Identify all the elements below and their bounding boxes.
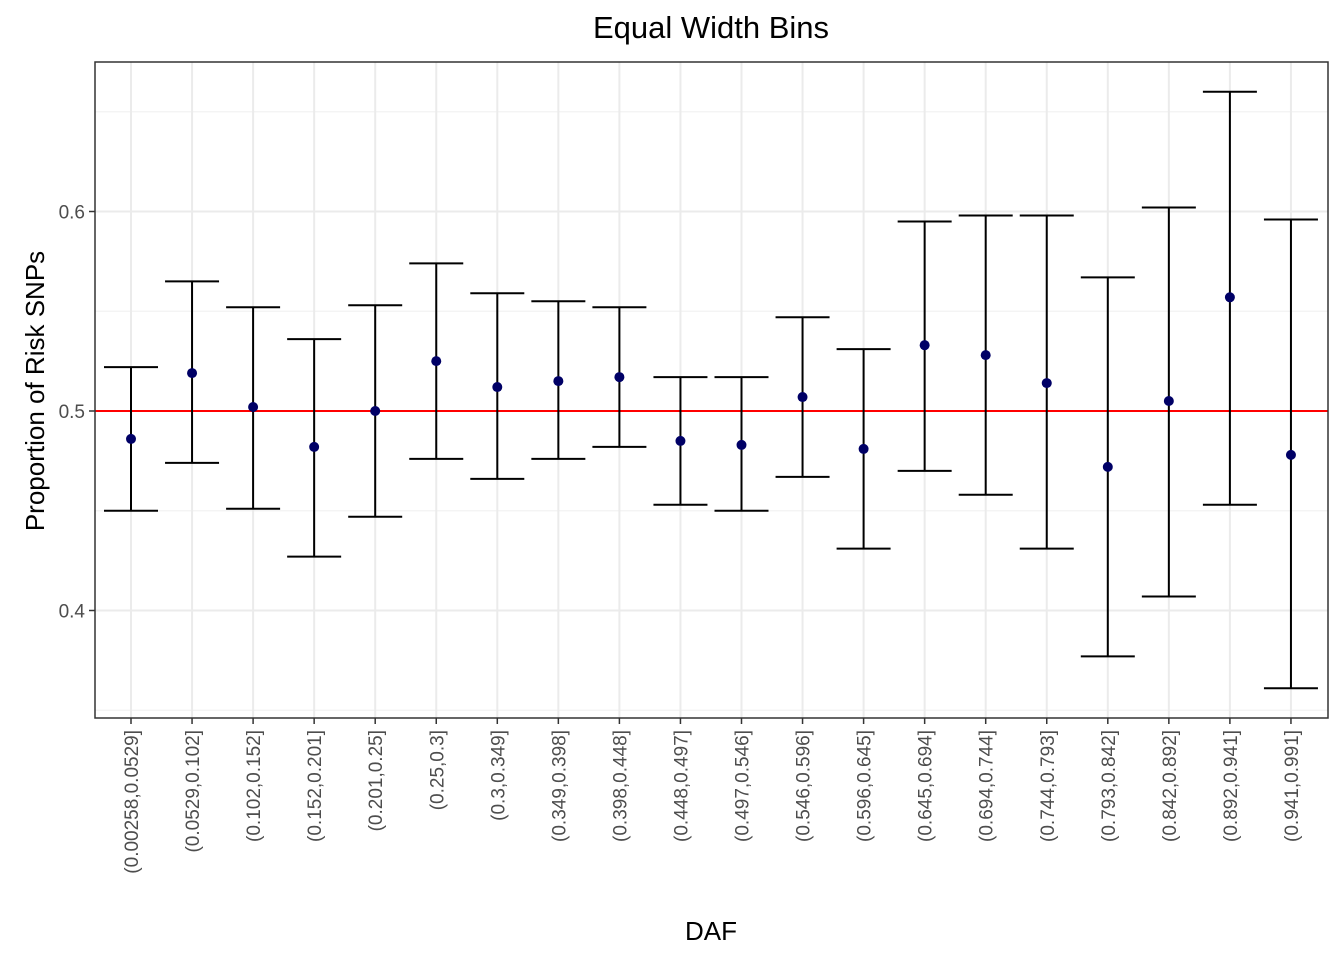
panel-border [94, 61, 1329, 719]
x-tick-label: (0.645,0.694] [916, 730, 937, 842]
x-tick-label: (0.0529,0.102] [183, 730, 204, 853]
errorbar-layer [104, 90, 1318, 690]
y-tick-label: 0.6 [59, 203, 85, 224]
y-axis-title: Proportion of Risk SNPs [20, 251, 50, 531]
data-point [553, 376, 564, 387]
x-tick-label: (0.497,0.546] [733, 730, 754, 842]
data-point [187, 368, 198, 379]
x-tick-label: (0.596,0.645] [855, 730, 876, 842]
x-tick-label: (0.546,0.596] [794, 730, 815, 842]
x-tick-label: (0.25,0.3] [427, 730, 448, 810]
data-point [919, 340, 930, 351]
data-point [1224, 292, 1235, 303]
x-tick-label: (0.102,0.152] [244, 730, 265, 842]
x-tick-label: (0.00258,0.0529] [122, 730, 143, 874]
y-tick-label: 0.5 [59, 402, 85, 423]
x-tick-label: (0.694,0.744] [977, 730, 998, 842]
x-tick-label: (0.892,0.941] [1221, 730, 1242, 842]
data-point [980, 350, 991, 361]
x-tick-label: (0.744,0.793] [1038, 730, 1059, 842]
axis-layer [89, 61, 1329, 724]
data-point [248, 402, 259, 413]
data-point [858, 443, 869, 454]
y-tick-label-layer: 0.4 0.5 0.6 [59, 203, 86, 623]
data-point [431, 356, 442, 367]
data-point [1163, 396, 1174, 407]
x-tick-label: (0.941,0.991] [1282, 730, 1303, 842]
data-point [309, 441, 320, 452]
y-tick-label: 0.4 [59, 602, 86, 623]
point-layer [126, 292, 1296, 472]
data-point [1041, 378, 1052, 389]
x-tick-label: (0.201,0.25] [366, 730, 387, 831]
x-tick-label: (0.152,0.201] [305, 730, 326, 842]
chart-title: Equal Width Bins [593, 10, 829, 45]
x-tick-label: (0.398,0.448] [610, 730, 631, 842]
x-tick-label-layer: (0.00258,0.0529] (0.0529,0.102] (0.102,0.1… [122, 730, 1303, 874]
data-point [370, 406, 381, 416]
data-point [797, 392, 808, 403]
data-point [675, 435, 686, 446]
data-point [614, 372, 625, 383]
grid-layer [95, 62, 1328, 718]
x-tick-label: (0.3,0.349] [488, 730, 509, 821]
x-axis-title: DAF [685, 916, 737, 946]
data-point [492, 382, 503, 393]
x-tick-label: (0.842,0.892] [1160, 730, 1181, 842]
data-point [736, 439, 747, 450]
data-point [126, 433, 136, 444]
x-tick-label: (0.793,0.842] [1099, 730, 1120, 842]
x-tick-label: (0.349,0.398] [549, 730, 570, 842]
data-point [1102, 461, 1113, 472]
x-tick-label: (0.448,0.497] [671, 730, 692, 842]
data-point [1285, 449, 1296, 460]
